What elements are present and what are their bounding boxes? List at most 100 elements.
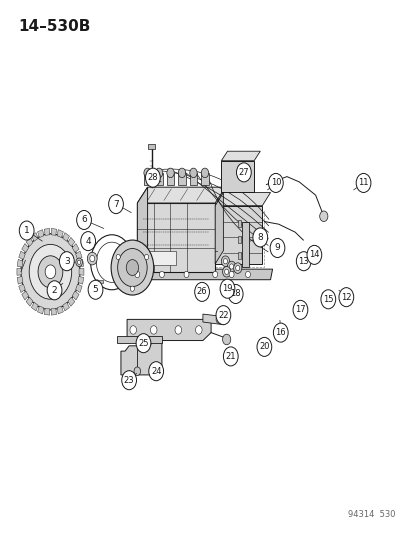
- Circle shape: [256, 337, 271, 357]
- Bar: [155, 173, 162, 184]
- Polygon shape: [221, 161, 254, 192]
- Bar: [116, 336, 161, 343]
- Circle shape: [338, 288, 353, 306]
- Circle shape: [88, 280, 103, 300]
- Circle shape: [126, 260, 138, 276]
- Circle shape: [19, 221, 34, 240]
- Polygon shape: [17, 268, 22, 275]
- Circle shape: [216, 305, 230, 325]
- Text: 22: 22: [218, 311, 228, 320]
- Polygon shape: [57, 230, 63, 238]
- Bar: [237, 236, 240, 243]
- Circle shape: [212, 271, 217, 278]
- Circle shape: [135, 271, 140, 278]
- Circle shape: [320, 290, 335, 309]
- Circle shape: [76, 211, 91, 230]
- Bar: [166, 173, 174, 184]
- Polygon shape: [72, 291, 79, 300]
- Circle shape: [77, 260, 81, 264]
- Circle shape: [38, 256, 63, 288]
- Polygon shape: [215, 206, 262, 264]
- Text: 15: 15: [322, 295, 333, 304]
- Circle shape: [292, 300, 307, 319]
- Circle shape: [90, 255, 95, 262]
- Circle shape: [111, 240, 153, 295]
- Polygon shape: [38, 306, 44, 314]
- Text: 25: 25: [138, 338, 148, 348]
- Polygon shape: [72, 244, 79, 253]
- Circle shape: [195, 326, 202, 334]
- Circle shape: [228, 271, 233, 278]
- Text: 1: 1: [24, 226, 29, 235]
- Text: 5: 5: [93, 285, 98, 294]
- Text: 11: 11: [357, 179, 368, 188]
- Circle shape: [319, 211, 327, 222]
- Polygon shape: [137, 187, 225, 203]
- Polygon shape: [44, 308, 50, 315]
- Circle shape: [306, 245, 321, 264]
- Text: 14–530B: 14–530B: [19, 19, 90, 34]
- Circle shape: [224, 269, 228, 274]
- Text: 23: 23: [123, 376, 134, 385]
- Circle shape: [184, 271, 188, 278]
- Circle shape: [155, 168, 162, 177]
- Text: 4: 4: [85, 237, 91, 246]
- Polygon shape: [31, 232, 38, 241]
- Circle shape: [29, 244, 71, 299]
- Polygon shape: [68, 237, 75, 246]
- Bar: [178, 173, 185, 184]
- Circle shape: [130, 326, 136, 334]
- Circle shape: [95, 280, 99, 284]
- Bar: [144, 173, 151, 184]
- Circle shape: [223, 347, 237, 366]
- Circle shape: [76, 258, 82, 266]
- Polygon shape: [241, 222, 249, 266]
- Circle shape: [223, 259, 227, 264]
- Polygon shape: [19, 251, 25, 260]
- Circle shape: [121, 370, 136, 390]
- Circle shape: [222, 334, 230, 345]
- Circle shape: [59, 252, 74, 271]
- Polygon shape: [215, 192, 223, 264]
- Polygon shape: [57, 306, 63, 314]
- Polygon shape: [78, 277, 83, 284]
- Polygon shape: [137, 187, 147, 272]
- Circle shape: [273, 323, 287, 342]
- Circle shape: [216, 315, 222, 324]
- Polygon shape: [121, 269, 272, 280]
- Text: 24: 24: [151, 367, 161, 376]
- Circle shape: [150, 326, 157, 334]
- Text: 26: 26: [196, 287, 207, 296]
- Bar: [201, 173, 208, 184]
- Text: 6: 6: [81, 215, 87, 224]
- Circle shape: [144, 254, 148, 260]
- Bar: [237, 221, 240, 227]
- Circle shape: [134, 367, 140, 375]
- Text: 20: 20: [259, 342, 269, 351]
- Text: 21: 21: [225, 352, 235, 361]
- Circle shape: [228, 285, 242, 303]
- Circle shape: [189, 168, 197, 177]
- Polygon shape: [137, 203, 215, 272]
- Circle shape: [175, 326, 181, 334]
- Text: 18: 18: [230, 289, 240, 298]
- Polygon shape: [38, 230, 44, 238]
- Text: 19: 19: [222, 284, 232, 293]
- Polygon shape: [221, 151, 260, 161]
- Text: 10: 10: [270, 179, 280, 188]
- Polygon shape: [17, 260, 23, 267]
- Circle shape: [221, 256, 229, 266]
- Bar: [189, 173, 197, 184]
- Circle shape: [159, 271, 164, 278]
- Circle shape: [87, 252, 97, 265]
- Circle shape: [233, 263, 241, 273]
- Text: 17: 17: [294, 305, 305, 314]
- Polygon shape: [44, 229, 50, 236]
- Polygon shape: [26, 237, 33, 246]
- Polygon shape: [22, 244, 28, 253]
- Text: 2: 2: [52, 286, 57, 295]
- Circle shape: [201, 168, 208, 177]
- Text: 94314  530: 94314 530: [347, 510, 394, 519]
- Bar: [148, 144, 154, 149]
- Circle shape: [355, 173, 370, 192]
